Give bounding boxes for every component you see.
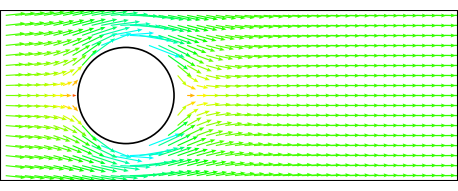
Circle shape	[78, 47, 174, 144]
